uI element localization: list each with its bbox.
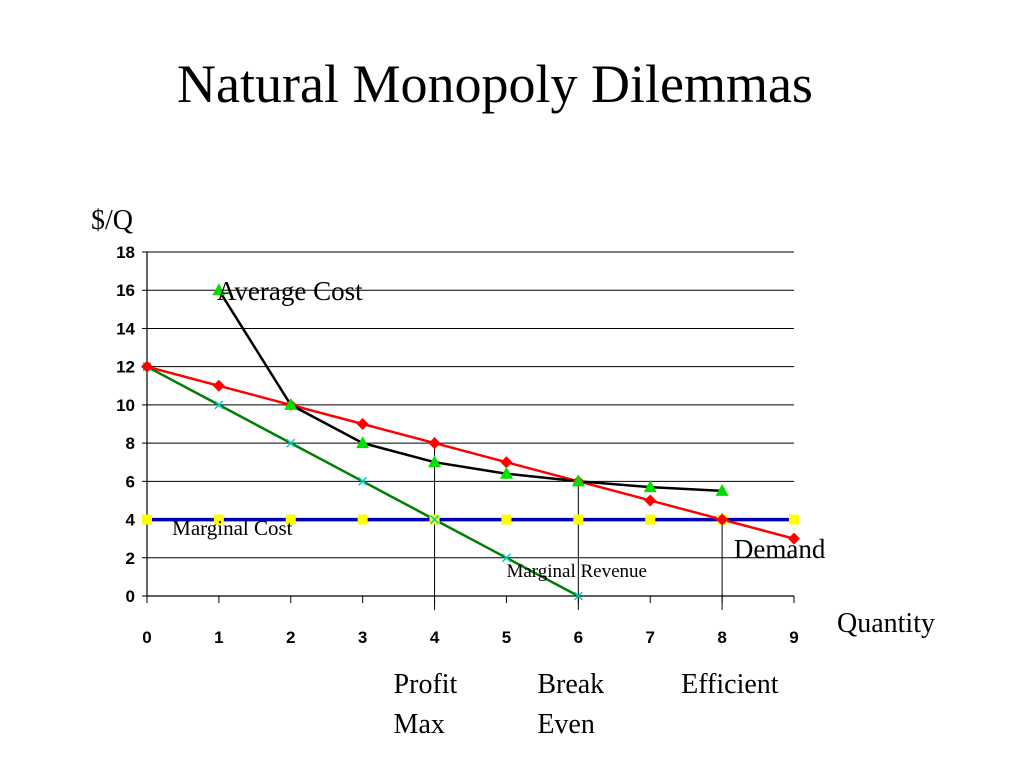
marginal-cost-point bbox=[789, 514, 799, 525]
demand-point bbox=[644, 494, 657, 507]
point-label-line: Profit bbox=[394, 669, 458, 700]
average-cost-point bbox=[499, 466, 513, 479]
x-marker-stroke bbox=[286, 438, 296, 448]
point-label-line: Efficient bbox=[681, 669, 779, 700]
marginal-cost-point bbox=[285, 514, 296, 525]
marginal-cost-point bbox=[357, 514, 368, 525]
marginal-revenue-point bbox=[573, 591, 583, 601]
y-tick-label: 8 bbox=[126, 434, 135, 453]
demand-point bbox=[788, 532, 800, 545]
x-marker-stroke bbox=[214, 400, 224, 410]
marginal-cost-point bbox=[645, 514, 656, 525]
y-tick-label: 6 bbox=[126, 472, 135, 491]
average-cost-point bbox=[356, 436, 370, 449]
demand-point bbox=[212, 379, 225, 392]
y-axis-label: $/Q bbox=[91, 205, 133, 236]
x-marker-stroke bbox=[358, 476, 368, 486]
marginal-cost-point bbox=[501, 514, 512, 525]
y-tick-label: 16 bbox=[116, 281, 135, 300]
marginal-revenue-point bbox=[286, 438, 296, 448]
x-tick-label: 3 bbox=[358, 628, 367, 647]
y-tick-label: 14 bbox=[116, 319, 135, 338]
marginal-revenue-point bbox=[430, 515, 440, 525]
marginal-revenue-point bbox=[358, 476, 368, 486]
y-tick-label: 2 bbox=[126, 549, 135, 568]
annotation-marginal-revenue: Marginal Revenue bbox=[506, 561, 647, 582]
page-title: Natural Monopoly Dilemmas bbox=[177, 54, 813, 114]
x-tick-label: 0 bbox=[142, 628, 151, 647]
point-label-line: Max bbox=[394, 709, 445, 740]
marginal-cost-point bbox=[573, 514, 584, 525]
demand-point bbox=[141, 360, 153, 373]
marginal-cost-point bbox=[213, 514, 224, 525]
average-cost-point bbox=[428, 455, 442, 468]
annotation-average-cost: Average Cost bbox=[217, 276, 363, 306]
demand-point bbox=[716, 513, 729, 526]
x-tick-label: 6 bbox=[574, 628, 583, 647]
series-line-demand bbox=[146, 365, 795, 540]
demand-point bbox=[356, 418, 369, 430]
point-label-line: Even bbox=[537, 709, 595, 740]
x-marker-stroke bbox=[573, 591, 583, 601]
annotation-marginal-cost: Marginal Cost bbox=[172, 516, 293, 540]
x-marker-stroke bbox=[430, 515, 440, 525]
x-tick-label: 8 bbox=[717, 628, 726, 647]
demand-point bbox=[500, 456, 513, 469]
average-cost-point bbox=[284, 397, 298, 410]
y-tick-label: 18 bbox=[116, 243, 135, 262]
marginal-revenue-point bbox=[214, 400, 224, 410]
annotation-demand: Demand bbox=[734, 534, 826, 564]
x-axis-label: Quantity bbox=[837, 608, 935, 639]
x-tick-label: 5 bbox=[502, 628, 511, 647]
y-tick-label: 0 bbox=[126, 587, 135, 606]
marginal-revenue-point bbox=[501, 553, 511, 563]
marginal-cost-point bbox=[142, 514, 152, 525]
y-tick-label: 4 bbox=[126, 511, 136, 530]
x-tick-label: 9 bbox=[789, 628, 798, 647]
average-cost-point bbox=[715, 483, 729, 496]
average-cost-point bbox=[212, 283, 226, 296]
x-tick-label: 2 bbox=[286, 628, 295, 647]
y-tick-label: 12 bbox=[116, 358, 135, 377]
x-tick-label: 7 bbox=[645, 628, 654, 647]
x-tick-label: 4 bbox=[430, 628, 440, 647]
point-label-line: Break bbox=[537, 669, 604, 700]
y-tick-label: 10 bbox=[116, 396, 135, 415]
average-cost-point bbox=[571, 474, 585, 487]
demand-point bbox=[428, 437, 441, 450]
x-marker-stroke bbox=[501, 553, 511, 563]
x-tick-label: 1 bbox=[214, 628, 223, 647]
average-cost-point bbox=[643, 480, 657, 493]
series-line-average-cost bbox=[217, 289, 723, 493]
